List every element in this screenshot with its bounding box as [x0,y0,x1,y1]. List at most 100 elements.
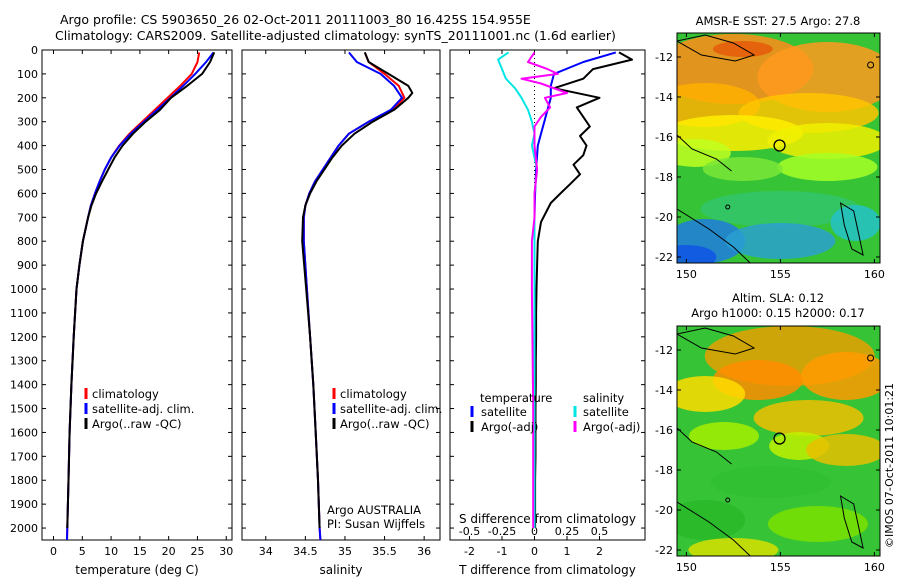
reef-outline [867,61,875,69]
y-tick-label: 200 [17,92,38,105]
map-color-blob [677,500,746,540]
x-tick-label: 35 [338,545,352,558]
map-y-tick-label: -16 [655,131,673,144]
credit-text: ©IMOS 07-Oct-2011 10:01:21 [883,383,896,548]
map-y-tick-label: -16 [655,424,673,437]
x-tick-label: -2 [464,545,475,558]
map-field [677,326,880,556]
x-tick-label: 20 [162,545,176,558]
legend-label: climatology [340,387,407,401]
x-axis-label: T difference from climatology [458,563,636,577]
y-tick-label: 1600 [10,426,38,439]
legend-label: satellite [583,405,629,419]
reef-outline [839,202,864,256]
reef-outline [677,208,751,263]
map-x-tick-label: 150 [676,561,697,574]
map-y-tick-label: -12 [655,344,673,357]
reef-outline [677,134,732,172]
series-line-argo-raw-qc- [301,52,414,529]
x-tick-label: 0 [531,545,538,558]
top-tick-label: -0.5 [459,525,480,538]
legend-label: Argo(-adj) [583,420,640,434]
y-tick-label: 600 [17,187,38,200]
legend-label: climatology [92,387,159,401]
annotation-line-1: Argo AUSTRALIA [327,503,421,517]
map-frame [676,32,881,264]
coastline [677,327,756,355]
map-color-blob [753,400,864,436]
map-color-blob [806,434,880,466]
map-color-blob [700,191,861,227]
legend-label: Argo(-adj) [481,420,538,434]
x-tick-label: 34 [259,545,273,558]
y-tick-label: 1400 [10,379,38,392]
reef-outline [677,427,732,465]
plot-frame [449,49,646,541]
y-tick-label: 1700 [10,450,38,463]
x-tick-label: 35.5 [372,545,397,558]
map-y-tick-label: -18 [655,171,673,184]
x-tick-label: 34.5 [293,545,318,558]
y-tick-label: 0 [31,44,38,57]
map-color-blob [677,376,746,412]
annotation-line-2: PI: Susan Wijffels [327,517,425,531]
sst-map-title: AMSR-E SST: 27.5 Argo: 27.8 [696,14,861,28]
difference-panel: -2 -1 0 1 2 T difference from climatology -0.5… [449,49,646,577]
map-color-blob [830,205,880,241]
title-line-1: Argo profile: CS 5903650_26 02-Oct-2011 … [60,12,531,27]
y-tick-label: 1100 [10,307,38,320]
y-tick-label: 400 [17,140,38,153]
y-tick-label: 700 [17,211,38,224]
map-x-tick-label: 155 [770,268,791,281]
map-color-blob [710,466,831,498]
plot-frame [241,49,441,541]
y-tick-label: 1200 [10,331,38,344]
temperature-panel: 0100200300400500600700800900100011001200… [10,44,233,577]
series-line-temperature-argo-adj- [534,51,633,528]
top-tick-label: 0.25 [555,525,580,538]
y-tick-label: 500 [17,164,38,177]
x-tick-label: 1 [564,545,571,558]
reef-outline [725,204,731,210]
x-tick-label: 25 [190,545,204,558]
map-x-tick-label: 160 [864,561,885,574]
y-tick-label: 1800 [10,474,38,487]
x-tick-label: 36 [417,545,431,558]
map-color-blob [688,538,779,556]
series-line-salinity-satellite [497,51,539,528]
y-tick-label: 1900 [10,498,38,511]
x-axis-label: temperature (deg C) [75,563,198,577]
series-line-argo-raw-qc- [66,52,216,529]
x-tick-label: 0 [50,545,57,558]
map-x-tick-label: 150 [676,268,697,281]
y-tick-label: 1000 [10,283,38,296]
map-color-blob [725,223,836,259]
map-color-blob [688,422,759,450]
x-tick-label: 10 [104,545,118,558]
argo-position-marker [773,139,786,152]
top-tick-label: -0.25 [488,525,516,538]
y-tick-label: 100 [17,68,38,81]
coastline [677,34,756,62]
legend-label: Argo(..raw -QC) [92,417,182,431]
x-tick-label: 2 [596,545,603,558]
map-y-tick-label: -12 [655,51,673,64]
y-tick-label: 900 [17,259,38,272]
x-tick-label: -1 [497,545,508,558]
top-tick-label: 0 [531,525,538,538]
argo-position-marker [773,432,786,445]
legend-label: satellite [481,405,527,419]
map-y-tick-label: -22 [655,544,673,557]
map-y-tick-label: -14 [655,384,673,397]
x-axis-label-top: S difference from climatology [459,512,636,526]
y-tick-label: 300 [17,116,38,129]
legend-label: satellite-adj. clim. [340,402,442,416]
top-tick-label: 0.5 [591,525,609,538]
y-tick-label: 1500 [10,403,38,416]
x-tick-label: 5 [79,545,86,558]
map-color-blob [767,123,880,159]
map-y-tick-label: -14 [655,91,673,104]
sla-map-title-2: Argo h1000: 0.15 h2000: 0.17 [691,306,864,320]
